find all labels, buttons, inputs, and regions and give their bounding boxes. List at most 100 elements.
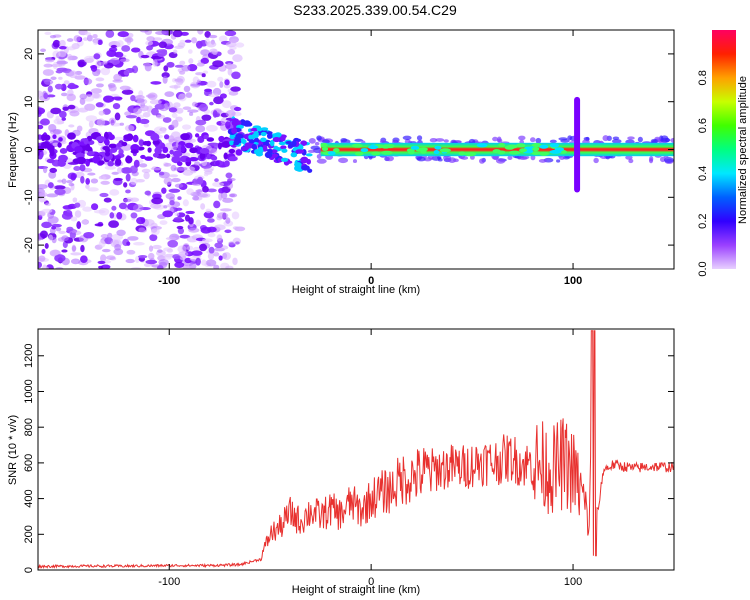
noise-speck xyxy=(61,235,69,242)
transition-speck xyxy=(230,118,239,122)
noise-speck xyxy=(168,188,181,193)
transition-speck xyxy=(287,143,295,148)
noise-speck xyxy=(68,70,78,79)
bottom-x-tick-label: 0 xyxy=(368,576,374,588)
noise-speck xyxy=(185,92,193,98)
noise-speck xyxy=(38,261,43,269)
trace-halo-speck xyxy=(567,135,573,141)
top-y-tick-label: 20 xyxy=(23,48,35,60)
noise-speck xyxy=(195,189,204,193)
trace-halo-speck xyxy=(518,135,526,141)
trace-halo-speck xyxy=(530,137,536,143)
noise-speck xyxy=(123,198,132,203)
noise-speck xyxy=(125,258,135,264)
transition-speck xyxy=(248,139,255,144)
noise-speck xyxy=(61,249,68,253)
noise-speck xyxy=(85,115,98,122)
trace-halo-speck xyxy=(416,135,423,141)
noise-speck xyxy=(97,39,103,45)
noise-speck xyxy=(163,162,172,167)
trace-halo-speck xyxy=(379,140,386,144)
noise-speck xyxy=(161,72,170,79)
noise-speck xyxy=(46,193,59,198)
noise-speck xyxy=(93,53,101,60)
noise-speck xyxy=(218,35,228,43)
noise-band-speck xyxy=(152,140,160,145)
transition-speck xyxy=(260,131,267,137)
noise-speck xyxy=(174,261,185,268)
noise-speck xyxy=(113,73,122,82)
noise-speck xyxy=(222,100,232,109)
noise-speck xyxy=(213,96,224,105)
noise-speck xyxy=(132,204,144,212)
transition-speck xyxy=(260,127,269,131)
noise-speck xyxy=(201,114,212,121)
noise-band-speck xyxy=(184,142,194,149)
noise-speck xyxy=(52,50,61,59)
noise-band-speck xyxy=(154,147,162,155)
transition-speck xyxy=(256,127,263,132)
noise-speck xyxy=(59,110,67,118)
noise-speck xyxy=(178,93,187,102)
transition-speck xyxy=(280,157,289,162)
noise-speck xyxy=(148,245,154,252)
noise-band-speck xyxy=(176,161,183,167)
noise-speck xyxy=(68,183,75,187)
noise-speck xyxy=(53,185,66,190)
noise-speck xyxy=(166,61,175,68)
noise-speck xyxy=(125,115,137,119)
noise-band-speck xyxy=(46,158,55,164)
transition-speck xyxy=(250,127,258,132)
noise-speck xyxy=(232,257,238,266)
noise-speck xyxy=(207,218,215,223)
noise-speck xyxy=(97,260,106,265)
noise-speck xyxy=(74,75,86,80)
noise-speck xyxy=(152,59,158,67)
noise-speck xyxy=(159,220,168,225)
noise-speck xyxy=(136,216,146,225)
noise-speck xyxy=(90,88,103,94)
noise-band-speck xyxy=(188,157,199,162)
noise-speck xyxy=(80,255,88,264)
noise-speck xyxy=(59,39,66,48)
noise-speck xyxy=(146,45,153,51)
noise-speck xyxy=(217,76,224,82)
noise-speck xyxy=(70,173,77,181)
noise-band-speck xyxy=(57,160,66,167)
noise-speck xyxy=(179,39,186,45)
trace-blob xyxy=(381,150,393,155)
bottom-y-tick-label: 400 xyxy=(23,489,35,507)
trace-halo-speck xyxy=(307,149,316,153)
noise-speck xyxy=(195,178,204,185)
noise-speck xyxy=(145,259,158,265)
noise-speck xyxy=(195,125,206,133)
noise-speck xyxy=(201,238,213,243)
noise-speck xyxy=(96,68,101,74)
trace-halo-speck xyxy=(308,138,316,144)
noise-speck xyxy=(168,174,179,178)
top-y-tick-label: -20 xyxy=(23,237,35,253)
noise-speck xyxy=(163,247,173,252)
noise-speck xyxy=(98,265,103,269)
noise-band-speck xyxy=(107,161,115,167)
noise-speck xyxy=(41,208,53,214)
noise-speck xyxy=(229,193,238,198)
noise-speck xyxy=(145,40,154,46)
noise-speck xyxy=(188,217,194,225)
noise-band-speck xyxy=(107,134,115,141)
noise-band-speck xyxy=(194,133,200,138)
noise-speck xyxy=(73,165,81,172)
top-x-tick-label: -100 xyxy=(158,275,180,287)
noise-speck xyxy=(42,166,48,174)
noise-speck xyxy=(58,76,63,80)
bottom-y-tick-label: 1000 xyxy=(23,379,35,403)
noise-band-speck xyxy=(130,149,139,154)
noise-speck xyxy=(175,77,184,86)
noise-speck xyxy=(62,106,69,111)
noise-band-speck xyxy=(58,137,63,142)
trace-halo-speck xyxy=(628,158,634,164)
transition-speck xyxy=(294,162,302,168)
bottom-x-axis-label: Height of straight line (km) xyxy=(292,584,420,596)
trace-blob xyxy=(516,143,526,148)
noise-speck xyxy=(61,178,67,185)
